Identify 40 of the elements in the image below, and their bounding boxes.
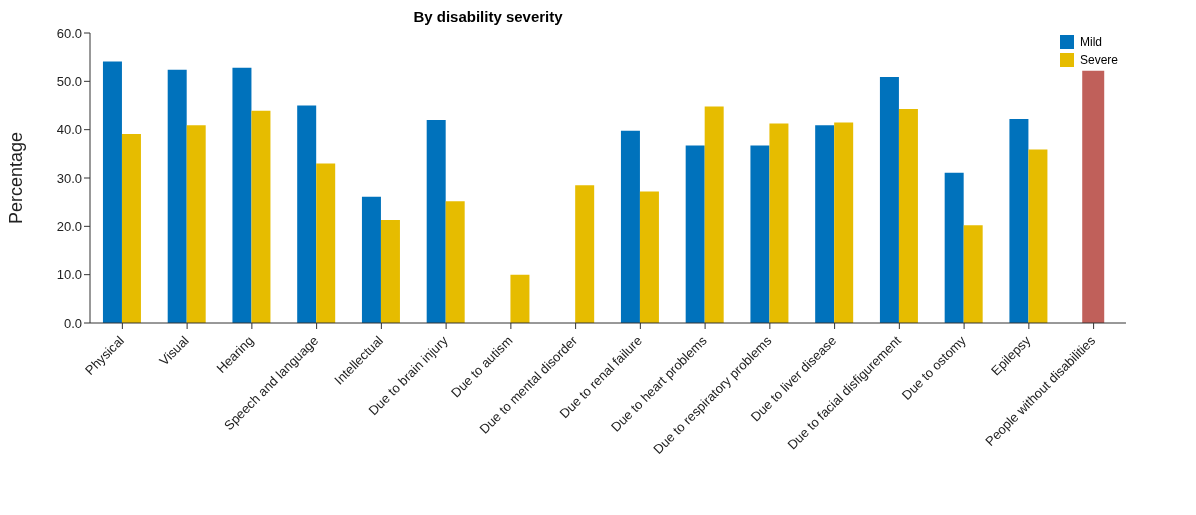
bar <box>251 110 271 323</box>
y-tick-label: 20.0 <box>56 218 82 234</box>
legend-label: Severe <box>1079 53 1118 67</box>
bar <box>1028 149 1048 323</box>
bar <box>361 196 381 323</box>
bar <box>750 145 770 323</box>
bar <box>815 125 835 323</box>
bar <box>879 76 899 323</box>
bar <box>575 185 595 323</box>
bar <box>510 274 530 323</box>
y-tick-label: 30.0 <box>56 170 82 186</box>
bar <box>121 134 141 323</box>
bar <box>620 130 640 323</box>
bar <box>685 145 705 323</box>
legend-label: Mild <box>1079 35 1102 49</box>
bar <box>834 122 854 323</box>
bar <box>102 61 122 323</box>
y-tick-label: 0.0 <box>63 315 82 331</box>
bar <box>1009 119 1029 323</box>
y-tick-label: 40.0 <box>56 122 82 138</box>
bar <box>380 220 400 323</box>
bar <box>426 120 446 323</box>
bar <box>316 163 336 323</box>
bar <box>769 123 789 323</box>
chart-title: By disability severity <box>412 8 564 25</box>
bar <box>963 225 983 323</box>
bar <box>898 108 918 323</box>
bar <box>704 106 724 323</box>
bar <box>232 67 252 323</box>
bar <box>639 191 659 323</box>
bar <box>297 105 317 323</box>
bar <box>1082 70 1105 323</box>
y-axis-title: Percentage <box>6 131 27 225</box>
bar <box>167 69 187 323</box>
bar <box>944 172 964 323</box>
y-tick-label: 60.0 <box>56 25 82 41</box>
bar <box>186 125 206 323</box>
y-tick-label: 50.0 <box>56 73 82 89</box>
y-tick-label: 10.0 <box>56 267 82 283</box>
bar <box>445 201 465 323</box>
